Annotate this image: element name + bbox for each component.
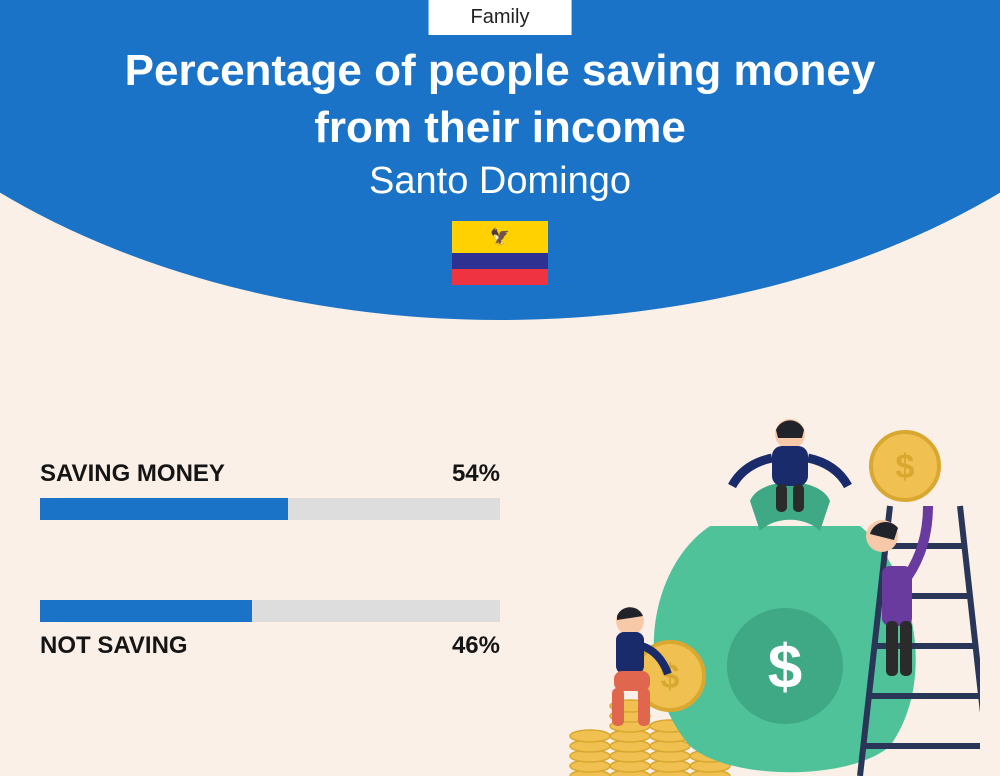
bar-track xyxy=(40,498,500,520)
svg-text:$: $ xyxy=(768,633,802,702)
bar-value: 54% xyxy=(452,460,500,488)
bar-value: 46% xyxy=(452,632,500,660)
bar-label: SAVING MONEY xyxy=(40,460,225,488)
flag-stripe-bot xyxy=(452,269,548,285)
bar-not-saving: NOT SAVING 46% xyxy=(40,600,500,660)
title-line2: from their income xyxy=(0,99,1000,156)
svg-text:$: $ xyxy=(896,448,915,486)
bar-saving: SAVING MONEY 54% xyxy=(40,460,500,520)
flag-ecuador: 🦅 xyxy=(452,221,548,285)
bar-track xyxy=(40,600,500,622)
coin-icon: $ xyxy=(871,432,939,500)
category-tag: Family xyxy=(429,0,572,35)
bars-section: SAVING MONEY 54% NOT SAVING 46% xyxy=(40,460,500,740)
subtitle: Santo Domingo xyxy=(0,160,1000,203)
bar-fill xyxy=(40,498,288,520)
title-block: Percentage of people saving money from t… xyxy=(0,42,1000,285)
flag-stripe-mid xyxy=(452,253,548,269)
title-line1: Percentage of people saving money xyxy=(0,42,1000,99)
bar-label: NOT SAVING xyxy=(40,632,188,660)
savings-illustration: $ $ $ xyxy=(560,416,980,776)
bar-fill xyxy=(40,600,252,622)
flag-emblem-icon: 🦅 xyxy=(490,227,510,247)
